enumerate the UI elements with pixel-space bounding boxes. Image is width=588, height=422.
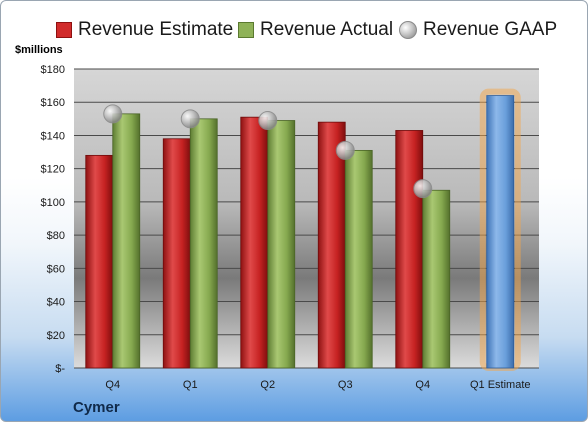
gaap-marker-3 — [258, 110, 278, 130]
legend-swatch-estimate — [56, 22, 72, 38]
bar-estimate-3 — [240, 116, 269, 369]
y-tick-label-80: $80 — [47, 230, 65, 242]
legend-swatch-gaap — [399, 21, 417, 39]
bars — [85, 88, 521, 371]
gridlines — [74, 68, 539, 369]
legend-item-revenue-gaap: Revenue GAAP — [399, 18, 557, 42]
legend-item-revenue-estimate: Revenue Estimate — [56, 18, 233, 42]
bar-actual-3 — [267, 120, 296, 369]
bar-estimate-1 — [85, 154, 114, 369]
x-tick-label-q1-2: Q1 — [183, 379, 198, 391]
x-tick-label-q3-4: Q3 — [338, 379, 353, 391]
bar-forecast — [486, 95, 515, 369]
y-axis-ticks: $- $20 $40 $60 $80 $100 $120 $140 $160 $180 — [41, 64, 66, 375]
legend-label-actual: Revenue Actual — [260, 19, 394, 40]
x-axis-ticks: Q4 Q1 Q2 Q3 Q4 Q1 Estimate — [105, 379, 530, 391]
gaap-marker-4 — [335, 140, 355, 160]
bar-actual-4 — [344, 149, 373, 369]
bar-estimate-4 — [317, 121, 346, 369]
gaap-marker-2 — [180, 109, 200, 129]
gaap-marker-5 — [413, 179, 433, 199]
y-axis-unit-label: $millions — [15, 44, 63, 56]
x-tick-label-q2-3: Q2 — [260, 379, 275, 391]
bar-estimate-2 — [162, 138, 191, 369]
x-tick-label-q1-estimate-6: Q1 Estimate — [470, 379, 531, 391]
plot-area — [74, 69, 539, 368]
y-tick-label-20: $20 — [47, 330, 65, 342]
y-tick-label-160: $160 — [41, 97, 65, 109]
y-tick-label-180: $180 — [41, 64, 65, 76]
y-tick-label-60: $60 — [47, 263, 65, 275]
legend: Revenue Estimate Revenue Actual Revenue … — [1, 18, 587, 42]
company-name: Cymer — [73, 399, 120, 416]
legend-label-estimate: Revenue Estimate — [78, 19, 234, 40]
bar-actual-1 — [112, 113, 141, 369]
y-tick-label-120: $120 — [41, 164, 65, 176]
legend-item-revenue-actual: Revenue Actual — [238, 18, 393, 42]
bar-actual-2 — [189, 118, 218, 369]
y-tick-label-40: $40 — [47, 297, 65, 309]
y-tick-label-100: $100 — [41, 197, 65, 209]
gaap-markers — [103, 104, 433, 199]
legend-swatch-actual — [238, 22, 254, 38]
legend-label-gaap: Revenue GAAP — [423, 19, 558, 40]
bar-actual-5 — [422, 189, 451, 369]
x-tick-label-q4-1: Q4 — [105, 379, 120, 391]
y-tick-label-0: $- — [55, 363, 65, 375]
gaap-marker-1 — [103, 104, 123, 124]
x-tick-label-q4-5: Q4 — [415, 379, 430, 391]
bar-estimate-5 — [395, 130, 424, 369]
y-tick-label-140: $140 — [41, 130, 65, 142]
